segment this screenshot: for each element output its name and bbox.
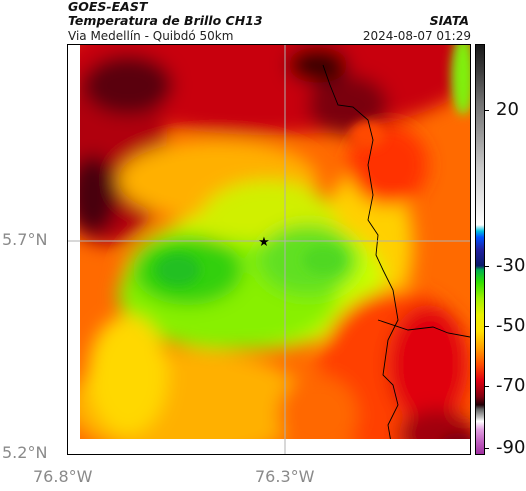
colorbar-tick (485, 386, 489, 387)
region-subtitle: Via Medellín - Quibdó 50km (68, 29, 234, 43)
colorbar-tick (485, 266, 489, 267)
colorbar-tick (485, 326, 489, 327)
colorbar-label: 20 (496, 99, 519, 120)
colorbar-label: -30 (496, 255, 526, 276)
location-star-icon: ★ (258, 235, 270, 250)
colorbar-tick (485, 448, 489, 449)
organization-label: SIATA (429, 13, 469, 28)
colorbar-label: -50 (496, 315, 526, 336)
map-margin-left (68, 45, 80, 454)
boundary-line (322, 64, 399, 454)
lon-tick-label: 76.3°W (255, 467, 315, 486)
product-title: Temperatura de Brillo CH13 (68, 13, 263, 28)
map-margin-bottom (68, 439, 470, 454)
brightness-temperature-map[interactable]: ★ (67, 44, 471, 455)
lat-tick-label: 5.2°N (2, 443, 48, 462)
boundary-line-east (377, 319, 470, 338)
temperature-detail (156, 45, 470, 454)
lat-tick-label: 5.7°N (2, 230, 48, 249)
colorbar-label: -70 (496, 375, 526, 396)
colorbar-label: -90 (496, 437, 526, 458)
colorbar (475, 44, 485, 455)
datetime-label: 2024-08-07 01:29 (362, 29, 471, 43)
map-canvas: ★ (68, 45, 470, 454)
satellite-title: GOES-EAST (68, 0, 148, 14)
lon-tick-label: 76.8°W (33, 467, 93, 486)
colorbar-tick (485, 110, 489, 111)
